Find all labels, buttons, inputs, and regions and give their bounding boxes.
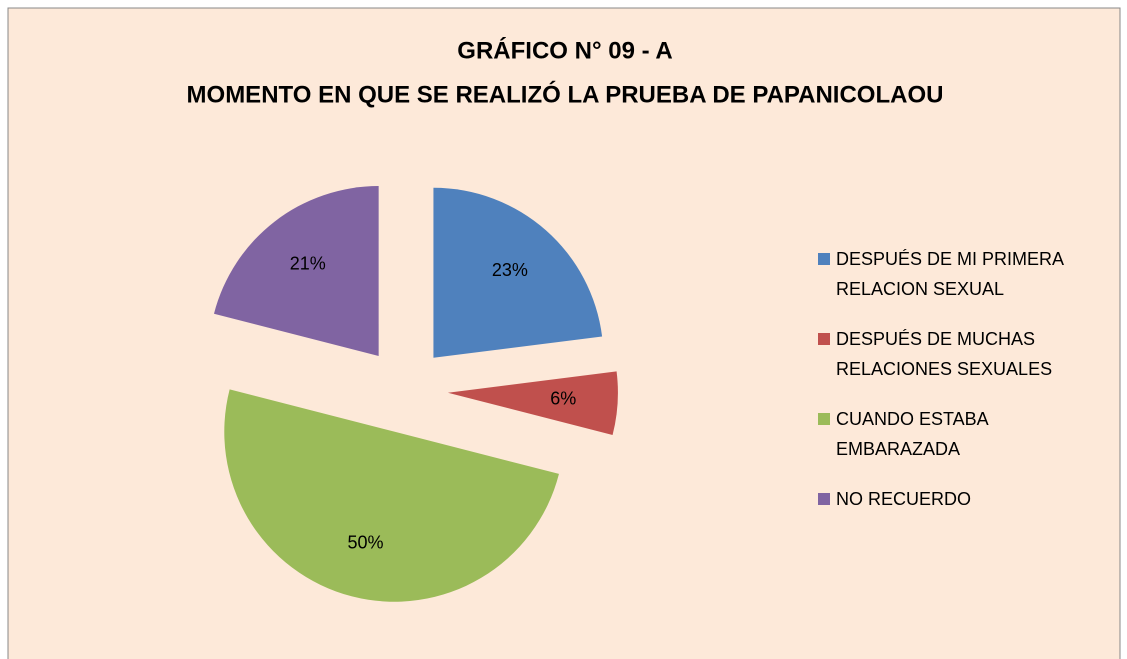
legend-label: DESPUÉS DE MUCHAS RELACIONES SEXUALES bbox=[836, 329, 1053, 379]
data-label: 6% bbox=[550, 389, 576, 409]
legend: DESPUÉS DE MI PRIMERA RELACION SEXUAL DES… bbox=[818, 244, 1080, 534]
legend-label: DESPUÉS DE MI PRIMERA RELACION SEXUAL bbox=[836, 249, 1064, 299]
chart-title: GRÁFICO N° 09 - A bbox=[457, 36, 672, 64]
pie-slice bbox=[213, 186, 379, 357]
legend-item: CUANDO ESTABA EMBARAZADA bbox=[818, 404, 1080, 464]
legend-item: NO RECUERDO bbox=[818, 484, 1080, 514]
legend-swatch bbox=[818, 253, 830, 265]
legend-item: DESPUÉS DE MI PRIMERA RELACION SEXUAL bbox=[818, 244, 1080, 304]
data-label: 50% bbox=[348, 532, 384, 552]
legend-label: CUANDO ESTABA EMBARAZADA bbox=[836, 409, 988, 459]
legend-label: NO RECUERDO bbox=[836, 489, 972, 509]
data-label: 23% bbox=[492, 260, 528, 280]
pie-slice bbox=[447, 371, 618, 435]
legend-swatch bbox=[818, 413, 830, 425]
pie-slice bbox=[224, 389, 559, 602]
legend-swatch bbox=[818, 493, 830, 505]
legend-item: DESPUÉS DE MUCHAS RELACIONES SEXUALES bbox=[818, 324, 1080, 384]
chart-subtitle: MOMENTO EN QUE SE REALIZÓ LA PRUEBA DE P… bbox=[187, 80, 944, 108]
data-label: 21% bbox=[290, 253, 326, 273]
legend-swatch bbox=[818, 333, 830, 345]
pie-slice bbox=[433, 187, 603, 358]
